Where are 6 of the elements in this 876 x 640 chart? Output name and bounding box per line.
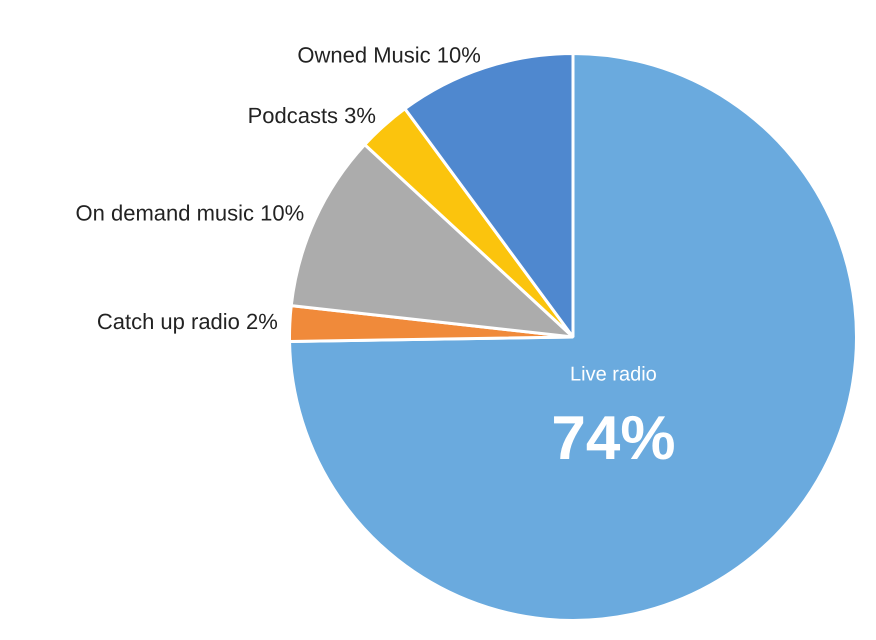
data-label: 74% — [551, 404, 676, 473]
slice-label: Podcasts 3% — [248, 102, 376, 128]
slice-label: Owned Music 10% — [297, 42, 481, 68]
slice-label: On demand music 10% — [76, 200, 304, 226]
slice-label: Live radio — [570, 363, 657, 386]
slice-label: Catch up radio 2% — [96, 309, 278, 334]
